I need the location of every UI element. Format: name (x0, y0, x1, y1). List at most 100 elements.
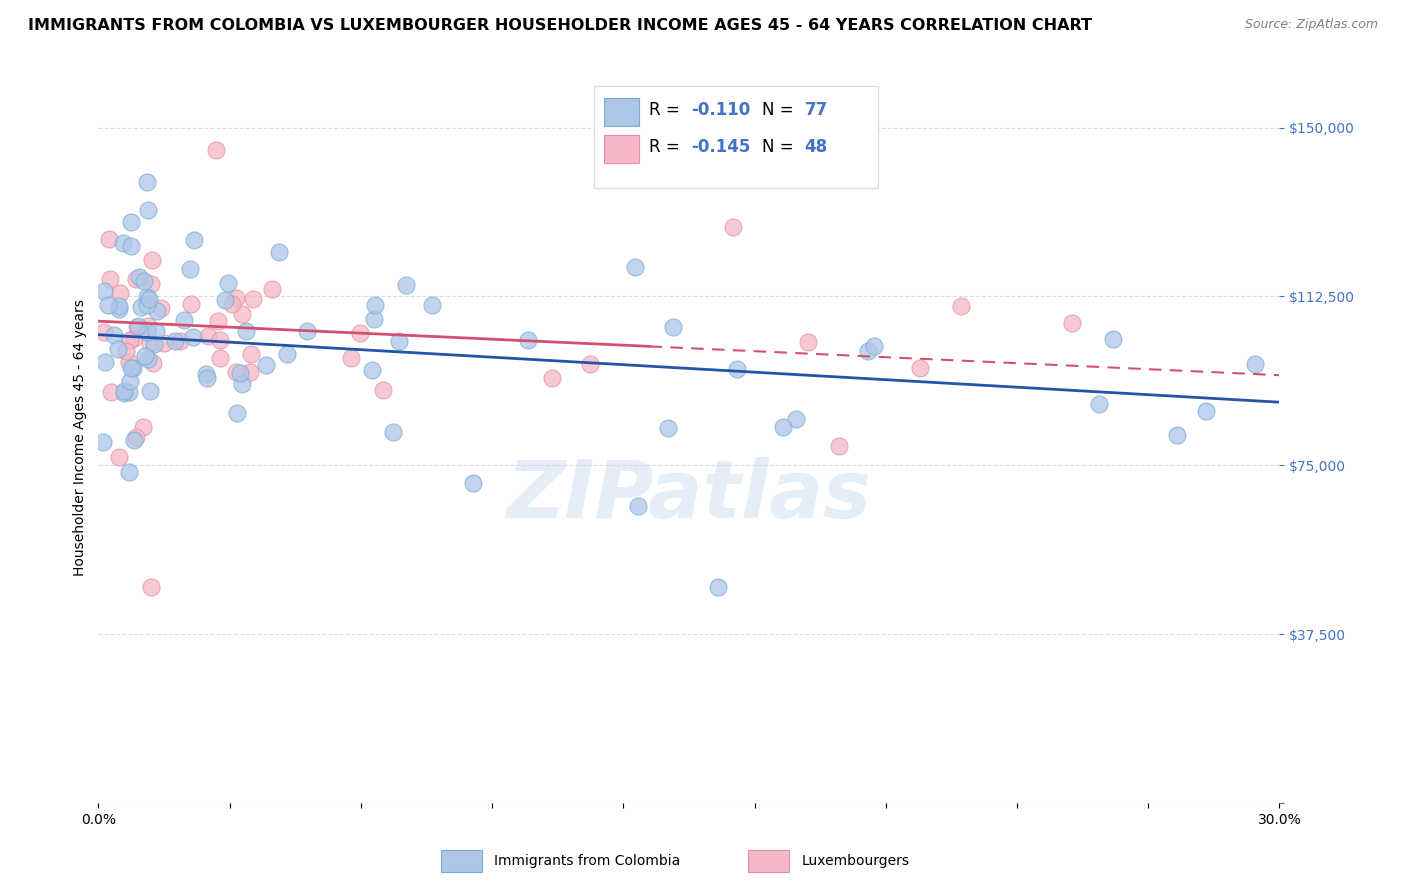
Point (139, 277, 162, 291)
Point (295, 324, 318, 338)
Point (91, 435, 114, 450)
Point (388, 334, 411, 348)
Text: 77: 77 (804, 101, 828, 120)
Point (120, 239, 142, 253)
Point (1166, 428, 1188, 442)
Point (772, 420, 794, 434)
Point (181, 330, 204, 344)
Point (225, 292, 247, 306)
Point (107, 299, 129, 313)
Point (828, 439, 851, 453)
Point (122, 331, 145, 345)
Point (120, 361, 142, 376)
Point (725, 362, 748, 376)
Point (797, 334, 820, 349)
Point (707, 580, 730, 594)
Point (93, 326, 115, 340)
Point (118, 384, 141, 399)
Point (627, 499, 650, 513)
Point (136, 351, 159, 366)
FancyBboxPatch shape (605, 135, 640, 163)
Point (420, 298, 443, 312)
Point (239, 347, 262, 361)
Point (260, 282, 283, 296)
Point (541, 370, 564, 384)
Text: -0.145: -0.145 (692, 137, 751, 156)
Point (98, 232, 121, 246)
Point (122, 360, 145, 375)
Point (195, 367, 218, 381)
Text: Immigrants from Colombia: Immigrants from Colombia (494, 855, 681, 868)
Point (135, 325, 157, 339)
Point (112, 385, 135, 400)
Point (145, 324, 167, 338)
Point (208, 351, 231, 365)
Point (231, 376, 253, 391)
Point (228, 366, 250, 380)
Text: N =: N = (762, 137, 799, 156)
Point (139, 336, 162, 351)
Point (217, 277, 239, 291)
Point (363, 311, 385, 326)
Point (125, 319, 148, 334)
Point (1194, 404, 1216, 418)
Point (950, 299, 973, 313)
Point (180, 297, 202, 311)
Point (1087, 397, 1109, 411)
Text: -0.110: -0.110 (692, 101, 751, 120)
Point (235, 324, 257, 338)
Text: 48: 48 (804, 137, 828, 156)
Point (125, 272, 148, 286)
Point (624, 260, 647, 275)
Point (908, 361, 931, 376)
Point (139, 580, 162, 594)
Point (205, 143, 228, 157)
Point (134, 349, 156, 363)
Point (141, 252, 163, 267)
Text: Source: ZipAtlas.com: Source: ZipAtlas.com (1244, 18, 1378, 31)
Text: R =: R = (648, 101, 685, 120)
Point (1243, 357, 1265, 371)
Point (657, 421, 679, 435)
Point (208, 333, 231, 347)
Point (395, 277, 418, 292)
Point (163, 334, 186, 348)
Point (112, 384, 135, 398)
Point (349, 326, 371, 340)
FancyBboxPatch shape (748, 850, 789, 872)
Point (110, 286, 132, 301)
Point (183, 233, 205, 247)
Point (214, 293, 236, 308)
Point (107, 342, 129, 356)
Point (862, 339, 884, 353)
Point (340, 351, 363, 365)
Point (100, 272, 122, 286)
Point (136, 298, 159, 312)
Point (461, 476, 484, 491)
Point (136, 203, 159, 218)
Point (207, 314, 229, 328)
Point (688, 169, 710, 184)
Point (125, 429, 148, 443)
Point (723, 219, 745, 234)
Point (115, 343, 138, 358)
Point (225, 365, 247, 379)
Point (269, 244, 291, 259)
Point (179, 262, 201, 277)
FancyBboxPatch shape (441, 850, 482, 872)
Point (128, 269, 150, 284)
Point (132, 274, 155, 288)
Point (138, 292, 160, 306)
Point (382, 425, 405, 439)
Point (1102, 332, 1125, 346)
Point (371, 383, 394, 397)
Point (118, 374, 141, 388)
Point (112, 236, 135, 251)
Y-axis label: Householder Income Ages 45 - 64 years: Householder Income Ages 45 - 64 years (73, 299, 87, 575)
Point (242, 292, 264, 306)
Point (108, 302, 131, 317)
Point (662, 320, 685, 334)
Point (153, 335, 176, 350)
Point (136, 290, 159, 304)
Text: N =: N = (762, 101, 799, 120)
